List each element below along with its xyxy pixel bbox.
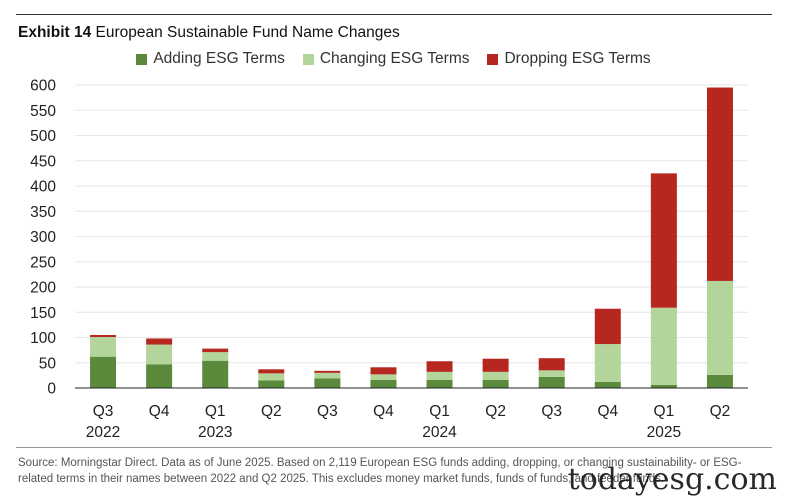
- bar-segment: [370, 379, 397, 388]
- y-tick-label: 50: [39, 355, 57, 372]
- y-tick-label: 150: [30, 305, 56, 322]
- bar-segment: [426, 371, 453, 380]
- bar-segment: [594, 381, 621, 388]
- source-note: Source: Morningstar Direct. Data as of J…: [18, 457, 742, 485]
- y-tick-label: 250: [30, 254, 56, 271]
- bar-segment: [650, 173, 677, 308]
- legend-swatch-dropping: [487, 53, 499, 65]
- y-tick-label: 300: [30, 229, 56, 246]
- x-tick-label: Q4: [149, 403, 170, 420]
- legend-label-dropping: Dropping ESG Terms: [504, 50, 651, 67]
- y-tick-label: 550: [30, 103, 56, 120]
- x-tick-label: Q1: [205, 403, 226, 420]
- bar-segment: [258, 369, 285, 374]
- y-tick-label: 100: [30, 330, 56, 347]
- chart-title-text: European Sustainable Fund Name Changes: [95, 24, 400, 41]
- bar-segment: [538, 358, 565, 371]
- bar-segment: [706, 374, 733, 388]
- bar-segment: [594, 308, 621, 345]
- watermark: todayesg.com: [567, 462, 777, 497]
- y-tick-label: 400: [30, 179, 56, 196]
- y-tick-label: 600: [30, 78, 56, 95]
- bar-segment: [90, 336, 117, 357]
- bar-segment: [650, 384, 677, 388]
- bar-segment: [146, 344, 173, 365]
- x-year-label: 2023: [198, 424, 232, 441]
- bar-segment: [258, 380, 285, 388]
- x-year-label: 2024: [422, 424, 457, 441]
- bar-segment: [202, 360, 229, 388]
- bar-segment: [482, 371, 509, 380]
- legend-label-changing: Changing ESG Terms: [319, 50, 470, 67]
- bar-segment: [538, 370, 565, 377]
- bar-segment: [314, 372, 341, 379]
- legend-item-changing: Changing ESG Terms: [302, 50, 470, 68]
- y-tick-label: 450: [30, 153, 56, 170]
- bar-segment: [90, 334, 117, 337]
- bar-segment: [202, 348, 229, 353]
- legend-item-adding: Adding ESG Terms: [136, 50, 285, 68]
- legend-item-dropping: Dropping ESG Terms: [487, 50, 651, 68]
- bar-segment: [314, 370, 341, 373]
- bar-segment: [650, 307, 677, 385]
- bar-segment: [706, 87, 733, 281]
- bar-segment: [370, 374, 397, 380]
- bar-segment: [426, 361, 453, 372]
- bar-segment: [706, 280, 733, 375]
- bar-segment: [202, 352, 229, 361]
- legend-label-adding: Adding ESG Terms: [153, 50, 285, 67]
- bar-segment: [258, 373, 285, 381]
- x-tick-label: Q3: [93, 403, 114, 420]
- exhibit-label: Exhibit 14: [18, 24, 92, 41]
- x-tick-label: Q3: [541, 403, 562, 420]
- bar-segment: [90, 356, 117, 388]
- y-tick-label: 200: [30, 280, 56, 297]
- y-tick-label: 500: [30, 128, 56, 145]
- chart-title: Exhibit 14 European Sustainable Fund Nam…: [18, 24, 400, 42]
- bar-segment: [482, 379, 509, 388]
- bar-segment: [594, 344, 621, 382]
- bar-segment: [482, 358, 509, 372]
- x-tick-label: Q4: [597, 403, 618, 420]
- y-tick-label: 350: [30, 204, 56, 221]
- x-tick-label: Q4: [373, 403, 394, 420]
- x-tick-label: Q1: [429, 403, 450, 420]
- bar-segment: [146, 338, 173, 345]
- x-tick-label: Q1: [654, 403, 675, 420]
- x-tick-label: Q2: [261, 403, 282, 420]
- bar-segment: [426, 379, 453, 388]
- y-tick-label: 0: [47, 381, 56, 398]
- x-tick-label: Q2: [485, 403, 506, 420]
- bar-segment: [314, 378, 341, 388]
- legend-swatch-adding: [136, 53, 148, 65]
- x-tick-label: Q2: [710, 403, 731, 420]
- bar-segment: [538, 376, 565, 388]
- legend: Adding ESG Terms Changing ESG Terms Drop…: [0, 50, 787, 68]
- top-rule: [16, 14, 772, 15]
- bottom-rule: [16, 447, 772, 448]
- x-tick-label: Q3: [317, 403, 338, 420]
- x-year-label: 2022: [86, 424, 120, 441]
- bar-segment: [370, 367, 397, 375]
- x-year-label: 2025: [647, 424, 681, 441]
- legend-swatch-changing: [302, 53, 314, 65]
- bar-segment: [146, 364, 173, 388]
